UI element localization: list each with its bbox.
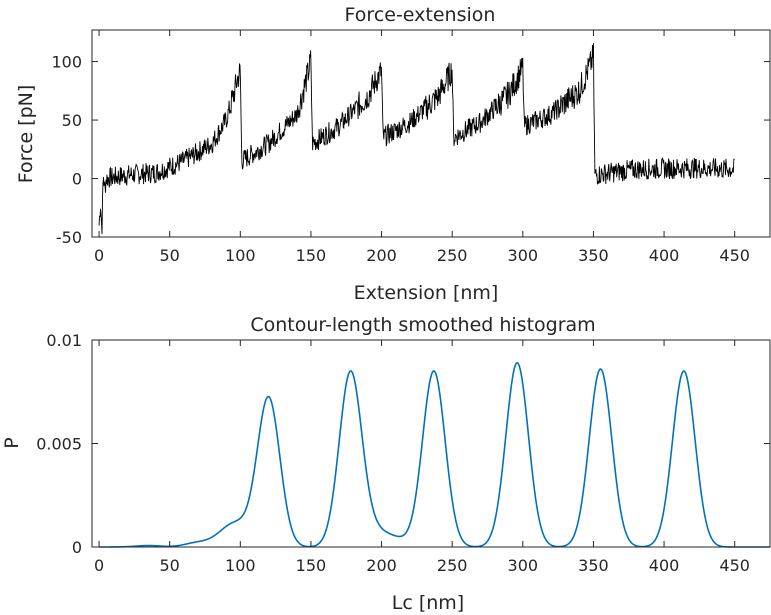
- contour-length-xtick-label: 400: [649, 556, 680, 575]
- contour-length-panel: Contour-length smoothed histogram 0 50 100…: [1, 314, 771, 614]
- contour-length-ytick-label: 0: [72, 538, 82, 557]
- force-extension-ytick-label: 100: [51, 53, 82, 72]
- force-extension-ytick-label: 0: [72, 170, 82, 189]
- force-extension-panel: Force-extension 0 50 100 150 200 250 300 350 400…: [15, 4, 771, 304]
- force-extension-ylabel: Force [pN]: [15, 85, 37, 184]
- force-extension-xtick-label: 50: [160, 246, 180, 265]
- force-extension-plot: [98, 43, 735, 235]
- force-extension-trace: [98, 43, 735, 235]
- contour-length-ytick-label: 0.005: [36, 435, 82, 454]
- contour-length-xlabel: Lc [nm]: [392, 592, 464, 614]
- force-extension-xtick-label: 0: [94, 246, 104, 265]
- force-extension-xtick-label: 100: [225, 246, 256, 265]
- contour-length-xtick-label: 200: [366, 556, 397, 575]
- contour-length-title: Contour-length smoothed histogram: [250, 314, 595, 336]
- contour-length-xtick-label: 300: [508, 556, 539, 575]
- force-extension-ytick-label: -50: [56, 228, 82, 247]
- contour-length-xtick-label: 50: [160, 556, 180, 575]
- contour-length-xtick-label: 0: [94, 556, 104, 575]
- force-extension-xtick-label: 450: [719, 246, 750, 265]
- contour-length-xtick-label: 150: [296, 556, 327, 575]
- contour-length-xtick-label: 250: [437, 556, 468, 575]
- contour-length-ticks: 0 50 100 150 200 250 300 350 400 450 0 0.005 0.01: [36, 331, 770, 575]
- force-extension-xlabel: Extension [nm]: [354, 282, 499, 304]
- force-extension-title: Force-extension: [345, 4, 496, 26]
- force-extension-xtick-label: 350: [578, 246, 609, 265]
- contour-length-xtick-label: 350: [578, 556, 609, 575]
- force-extension-xtick-label: 250: [437, 246, 468, 265]
- force-extension-xtick-label: 150: [296, 246, 327, 265]
- force-extension-xtick-label: 400: [649, 246, 680, 265]
- contour-length-ylabel: P: [1, 437, 23, 448]
- force-extension-axes-box: [91, 29, 771, 238]
- contour-length-ytick-label: 0.01: [46, 331, 82, 350]
- force-extension-ytick-label: 50: [62, 111, 82, 130]
- contour-length-xtick-label: 450: [719, 556, 750, 575]
- contour-length-xtick-label: 100: [225, 556, 256, 575]
- force-extension-xtick-label: 200: [366, 246, 397, 265]
- contour-length-curve: [99, 361, 770, 548]
- force-extension-ticks: 0 50 100 150 200 250 300 350 400 450 -50 0 50 100: [51, 30, 770, 265]
- force-extension-xtick-label: 300: [508, 246, 539, 265]
- contour-length-plot: [99, 361, 770, 548]
